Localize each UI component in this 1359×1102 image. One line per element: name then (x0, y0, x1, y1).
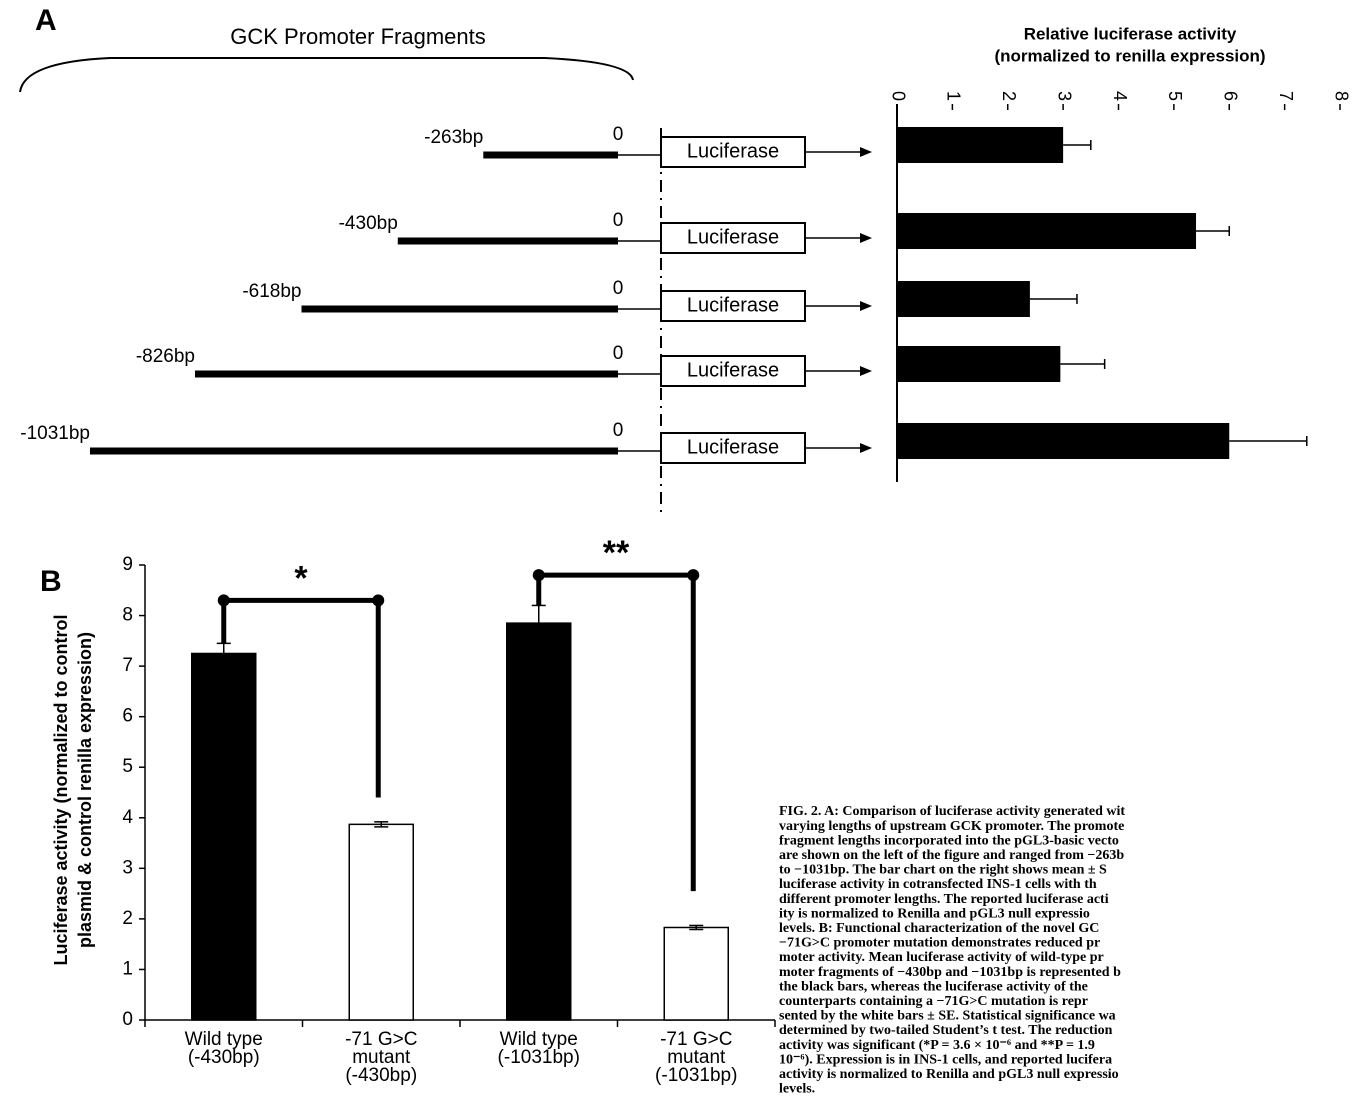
y-tick-label: 8 (122, 605, 133, 626)
x-tick-label: -71 G>C (660, 1029, 732, 1050)
diagram-title: GCK Promoter Fragments (230, 24, 486, 49)
reporter-box (660, 432, 806, 464)
caption-line: moter activity. Mean luciferase activity… (779, 950, 1104, 965)
y-tick-label: 6 (122, 706, 133, 727)
y-tick-label: 1 (122, 958, 133, 979)
y-tick-label: 3 (122, 857, 133, 878)
bar (897, 213, 1197, 249)
panel-label: A (35, 4, 57, 37)
caption-line: the black bars, whereas the luciferase a… (779, 979, 1088, 994)
fragment-label: -430bp (339, 213, 398, 234)
y-tick-label: 0 (122, 1009, 133, 1030)
bracket-dot (372, 594, 385, 607)
caption-line: activity was significant (*P = 3.6 × 10⁻… (779, 1038, 1095, 1053)
brace (19, 57, 634, 93)
caption-line: are shown on the left of the figure and … (779, 848, 1124, 863)
y-tick-label: 4 (122, 807, 133, 828)
caption-line: levels. B: Functional characterization o… (779, 921, 1099, 936)
y-axis-label: plasmid & control renilla expression) (75, 632, 95, 948)
chart-title: Relative luciferase activity (1024, 24, 1237, 43)
x-tick-label: 7 (1276, 91, 1296, 101)
bar (897, 423, 1230, 459)
x-tick-label: 5 (1165, 91, 1185, 101)
reporter-label: Luciferase (687, 140, 779, 162)
caption-line: ity is normalized to Renilla and pGL3 nu… (779, 906, 1090, 921)
x-tick-label: (-430bp) (188, 1047, 260, 1068)
caption-line: sented by the white bars ± SE. Statistic… (779, 1009, 1116, 1024)
arrow-head (860, 443, 872, 453)
zero-label: 0 (613, 278, 624, 299)
reporter-label: Luciferase (687, 436, 779, 458)
reporter-label: Luciferase (687, 294, 779, 316)
x-tick-label: 8 (1331, 91, 1351, 101)
bar (897, 281, 1030, 317)
caption-line: moter fragments of −430bp and −1031bp is… (779, 965, 1121, 980)
x-tick-label: 0 (888, 91, 908, 101)
caption-line: counterparts containing a −71G>C mutatio… (779, 994, 1088, 1009)
bar (897, 127, 1064, 163)
reporter-box (660, 136, 806, 168)
caption-line: levels. (779, 1082, 815, 1097)
y-tick-label: 9 (122, 554, 133, 575)
x-tick-label: mutant (352, 1047, 411, 1068)
reporter-label: Luciferase (687, 226, 779, 248)
bracket-dot (217, 594, 230, 607)
bar (506, 622, 572, 1021)
fragment-label: -618bp (242, 281, 301, 302)
zero-label: 0 (613, 124, 624, 145)
arrow-head (860, 366, 872, 376)
zero-label: 0 (613, 210, 624, 231)
bar (897, 346, 1061, 382)
arrow-head (860, 147, 872, 157)
y-tick-label: 7 (122, 655, 133, 676)
fragment-label: -1031bp (20, 423, 90, 444)
arrow-head (860, 301, 872, 311)
x-tick-label: 2 (999, 91, 1019, 101)
reporter-label: Luciferase (687, 359, 779, 381)
y-tick-label: 5 (122, 756, 133, 777)
x-tick-label: (-430bp) (345, 1065, 417, 1086)
bar (663, 926, 729, 1021)
x-tick-label: 1 (944, 91, 964, 101)
x-tick-label: (-1031bp) (655, 1065, 737, 1086)
x-tick-label: 6 (1221, 91, 1241, 101)
x-tick-label: 3 (1054, 91, 1074, 101)
caption-line: to −1031bp. The bar chart on the right s… (779, 863, 1107, 878)
caption-line: varying lengths of upstream GCK promoter… (779, 819, 1124, 834)
zero-label: 0 (613, 343, 624, 364)
caption-line: different promoter lengths. The reported… (779, 892, 1109, 907)
chart-title: (normalized to renilla expression) (994, 46, 1265, 65)
significance-label: * (294, 559, 308, 597)
reporter-box (660, 290, 806, 322)
x-tick-label: Wild type (500, 1029, 578, 1050)
x-tick-label: -71 G>C (345, 1029, 417, 1050)
reporter-box (660, 355, 806, 387)
bar (348, 823, 414, 1021)
bar (191, 652, 257, 1021)
bracket-dot (532, 569, 545, 582)
fragment-label: -263bp (424, 127, 483, 148)
arrow-head (860, 233, 872, 243)
panel-label: B (40, 565, 62, 598)
y-tick-label: 2 (122, 908, 133, 929)
caption-line: 10⁻⁶). Expression is in INS-1 cells, and… (779, 1052, 1112, 1067)
zero-label: 0 (613, 420, 624, 441)
caption-line: fragment lengths incorporated into the p… (779, 833, 1119, 848)
fragment-label: -826bp (136, 346, 195, 367)
caption-line: FIG. 2. A: Comparison of luciferase acti… (779, 804, 1125, 819)
x-tick-label: Wild type (185, 1029, 263, 1050)
significance-label: ** (603, 534, 630, 572)
bracket-dot (687, 569, 700, 582)
caption-line: activity is normalized to Renilla and pG… (779, 1067, 1119, 1082)
caption-line: luciferase activity in cotransfected INS… (779, 877, 1097, 892)
x-tick-label: 4 (1110, 91, 1130, 101)
caption-line: determined by two-tailed Student’s t tes… (779, 1023, 1113, 1038)
caption-line: −71G>C promoter mutation demonstrates re… (779, 936, 1100, 951)
y-axis-label: Luciferase activity (normalized to contr… (51, 614, 71, 965)
x-tick-label: (-1031bp) (498, 1047, 580, 1068)
x-tick-label: mutant (667, 1047, 726, 1068)
